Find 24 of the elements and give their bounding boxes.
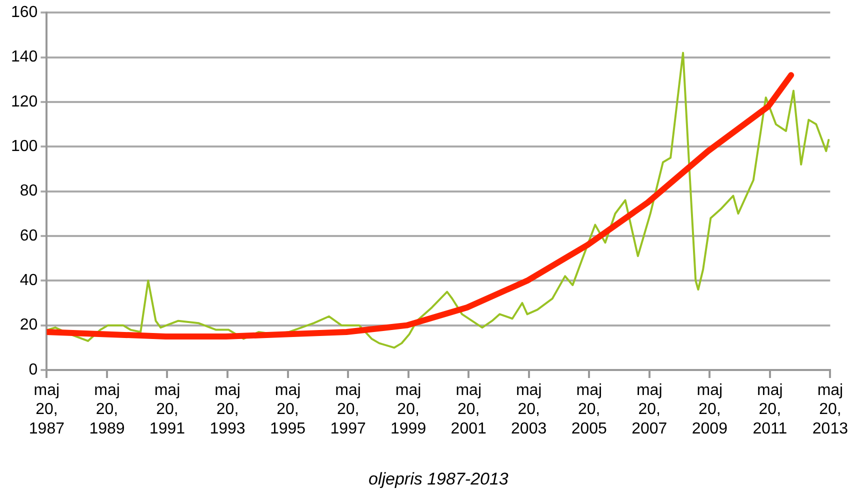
x-tick-label: maj 20, 1995 <box>270 382 306 438</box>
y-tick-label: 40 <box>20 272 38 290</box>
x-tick-label: maj 20, 2007 <box>632 382 668 438</box>
x-tick-label: maj 20, 2001 <box>450 382 486 438</box>
y-tick-label: 160 <box>10 4 38 22</box>
y-tick-label: 140 <box>10 48 38 66</box>
x-tick-label: maj 20, 1991 <box>149 382 186 438</box>
y-tick-label: 80 <box>20 182 38 200</box>
y-tick-label: 100 <box>10 138 38 156</box>
x-tick-label: maj 20, 2013 <box>812 382 848 438</box>
x-tick-label: maj 20, 1987 <box>28 382 65 438</box>
x-tick-label: maj 20, 1993 <box>210 382 246 438</box>
y-tick-label: 60 <box>20 227 38 244</box>
x-tick-label: maj 20, 1997 <box>330 382 366 438</box>
y-tick-label: 0 <box>28 361 38 378</box>
x-tick-label: maj 20, 1999 <box>390 382 426 438</box>
y-tick-label: 120 <box>10 93 38 110</box>
x-tick-label: maj 20, 2003 <box>511 382 547 438</box>
x-tick-label: maj 20, 2005 <box>571 382 608 438</box>
y-tick-label: 20 <box>20 316 38 334</box>
x-tick-label: maj 20, 2009 <box>692 382 728 438</box>
x-axis-title: oljepris 1987-2013 <box>368 470 509 489</box>
x-tick-label: maj 20, 2011 <box>752 382 788 438</box>
x-tick-label: maj 20, 1989 <box>89 382 125 438</box>
